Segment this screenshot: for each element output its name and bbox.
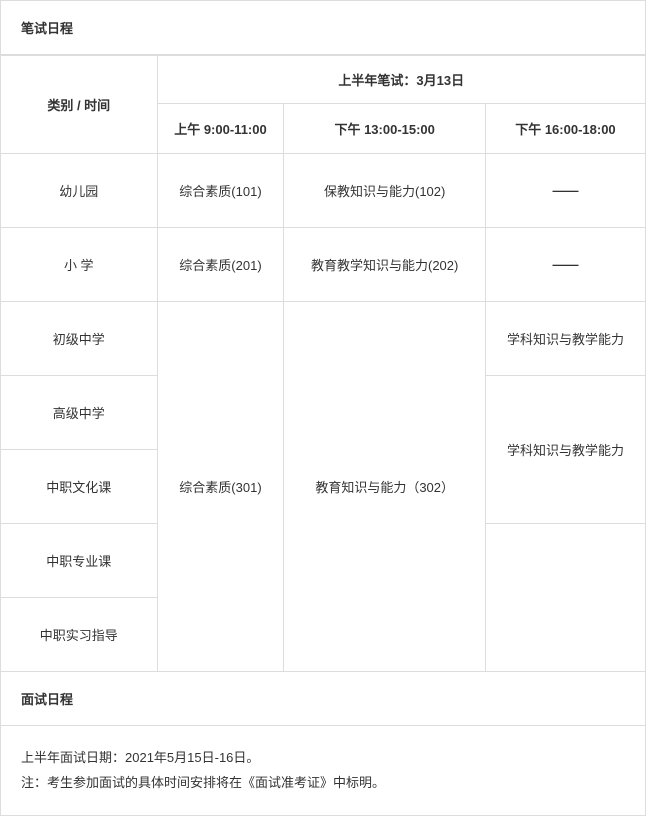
- exam-date-header: 上半年笔试：3月13日: [157, 56, 645, 104]
- schedule-table: 类别 / 时间 上半年笔试：3月13日 上午 9:00-11:00 下午 13:…: [1, 55, 645, 672]
- cell-xx-c2: 教育教学知识与能力(202): [284, 228, 485, 302]
- time-afternoon2: 下午 16:00-18:00: [485, 104, 645, 154]
- interview-note: 注：考生参加面试的具体时间安排将在《面试准考证》中标明。: [21, 771, 625, 796]
- interview-date: 上半年面试日期：2021年5月15日-16日。: [21, 746, 625, 771]
- cell-gj-c3: 学科知识与教学能力: [485, 376, 645, 524]
- cell-xx-c3: ——: [485, 228, 645, 302]
- cell-ye-c3: ——: [485, 154, 645, 228]
- category-time-header: 类别 / 时间: [1, 56, 157, 154]
- cell-xx-c1: 综合素质(201): [157, 228, 284, 302]
- schedule-container: 笔试日程 类别 / 时间 上半年笔试：3月13日 上午 9:00-11:00 下…: [0, 0, 646, 816]
- cat-zz-shixi: 中职实习指导: [1, 598, 157, 672]
- cell-merged-c1: 综合素质(301): [157, 302, 284, 672]
- cat-xiaoxue: 小 学: [1, 228, 157, 302]
- time-afternoon1: 下午 13:00-15:00: [284, 104, 485, 154]
- cat-zz-zhuanye: 中职专业课: [1, 524, 157, 598]
- cell-merged-c2: 教育知识与能力（302）: [284, 302, 485, 672]
- row-chuji: 初级中学 综合素质(301) 教育知识与能力（302） 学科知识与教学能力: [1, 302, 645, 376]
- cell-ye-c1: 综合素质(101): [157, 154, 284, 228]
- interview-title: 面试日程: [1, 672, 645, 726]
- written-exam-title: 笔试日程: [1, 1, 645, 55]
- cat-gaoji: 高级中学: [1, 376, 157, 450]
- cat-youeryuan: 幼儿园: [1, 154, 157, 228]
- time-morning: 上午 9:00-11:00: [157, 104, 284, 154]
- interview-info: 上半年面试日期：2021年5月15日-16日。 注：考生参加面试的具体时间安排将…: [1, 726, 645, 815]
- cat-zz-wenhua: 中职文化课: [1, 450, 157, 524]
- cat-chuji: 初级中学: [1, 302, 157, 376]
- cell-ye-c2: 保教知识与能力(102): [284, 154, 485, 228]
- row-youeryuan: 幼儿园 综合素质(101) 保教知识与能力(102) ——: [1, 154, 645, 228]
- row-xiaoxue: 小 学 综合素质(201) 教育教学知识与能力(202) ——: [1, 228, 645, 302]
- cell-zz-empty: [485, 524, 645, 672]
- header-row-1: 类别 / 时间 上半年笔试：3月13日: [1, 56, 645, 104]
- cell-cj-c3: 学科知识与教学能力: [485, 302, 645, 376]
